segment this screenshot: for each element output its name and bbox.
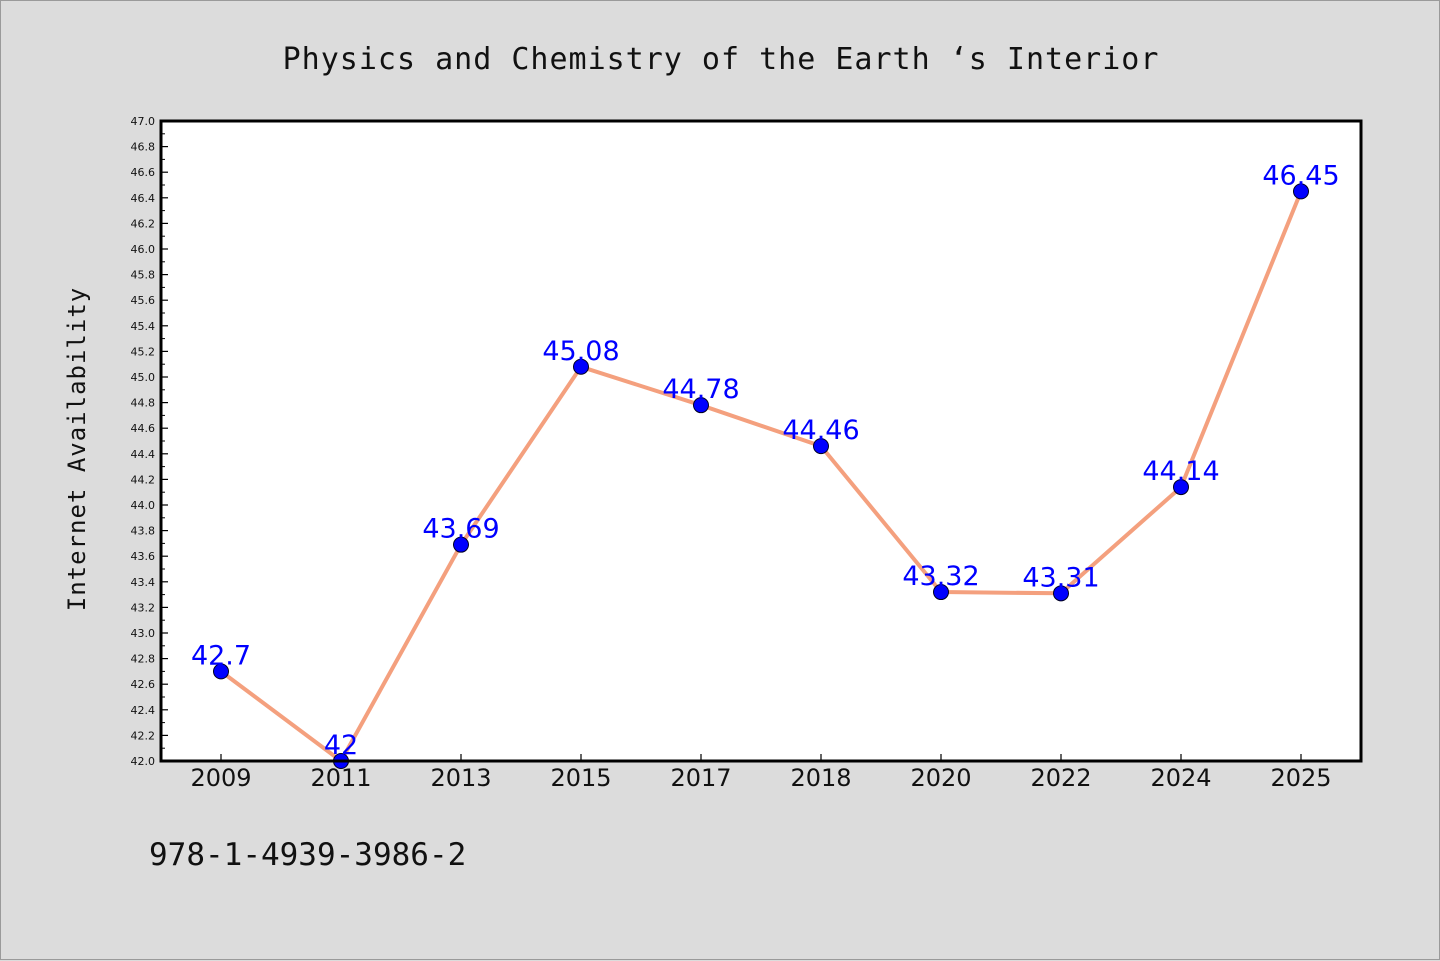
data-point <box>933 584 949 601</box>
y-tick-label: 44.2 <box>131 473 156 486</box>
data-label: 42 <box>324 730 358 761</box>
y-tick-label: 46.0 <box>131 243 156 256</box>
y-tick-label: 47.0 <box>131 115 156 128</box>
data-label: 44.14 <box>1142 456 1219 487</box>
data-point <box>213 663 229 680</box>
x-tick-label: 2017 <box>670 764 731 792</box>
y-axis-ticks: 42.0 42.2 42.4 42.6 42.8 43.0 43.2 43.4 43.6 43.8… <box>131 115 168 768</box>
data-point <box>1053 585 1069 602</box>
data-label: 44.78 <box>662 374 739 405</box>
y-tick-label: 42.2 <box>131 729 156 742</box>
series-line <box>219 190 1303 763</box>
x-tick-label: 2018 <box>790 764 851 792</box>
y-tick-label: 46.2 <box>131 217 156 230</box>
y-tick-label: 44.0 <box>131 499 156 512</box>
y-tick-label: 43.0 <box>131 627 156 640</box>
x-tick-label: 2013 <box>430 764 491 792</box>
y-tick-label: 43.2 <box>131 601 156 614</box>
data-point <box>693 397 709 414</box>
y-tick-label: 42.6 <box>131 678 156 691</box>
y-tick-label: 45.4 <box>131 320 156 333</box>
x-tick-label: 2015 <box>550 764 611 792</box>
y-tick-label: 45.6 <box>131 294 156 307</box>
data-label: 43.31 <box>1022 562 1099 593</box>
data-point <box>1293 183 1309 200</box>
data-point <box>573 358 589 375</box>
data-label: 43.69 <box>422 514 499 545</box>
y-tick-label: 46.8 <box>131 141 156 154</box>
y-tick-label: 45.0 <box>131 371 156 384</box>
footnote: 978-1-4939-3986-2 <box>149 837 466 873</box>
y-tick-label: 46.6 <box>131 166 156 179</box>
chart-title: Physics and Chemistry of the Earth ‘s In… <box>283 42 1160 77</box>
y-tick-label: 45.8 <box>131 269 156 282</box>
y-tick-label: 44.6 <box>131 422 156 435</box>
y-tick-label: 43.4 <box>131 576 156 589</box>
y-tick-label: 43.6 <box>131 550 156 563</box>
data-label: 46.45 <box>1262 160 1339 191</box>
y-tick-label: 43.8 <box>131 525 156 538</box>
data-label: 44.46 <box>782 415 859 446</box>
data-point <box>453 536 469 553</box>
data-point <box>813 438 829 455</box>
x-tick-label: 2022 <box>1030 764 1091 792</box>
y-axis-label: Internet Availability <box>63 287 91 611</box>
data-label: 43.32 <box>902 561 979 592</box>
data-point <box>1173 479 1189 496</box>
x-tick-label: 2024 <box>1150 764 1211 792</box>
data-label: 45.08 <box>542 336 619 367</box>
x-tick-label: 2009 <box>190 764 251 792</box>
x-tick-label: 2025 <box>1270 764 1331 792</box>
y-tick-label: 46.4 <box>131 192 156 205</box>
plot-border <box>159 119 1363 763</box>
y-tick-label: 42.0 <box>131 755 156 768</box>
data-labels: 42.7 42 43.69 45.08 44.78 44.46 43.32 43.31 44.1… <box>191 160 1340 761</box>
y-tick-label: 44.4 <box>131 448 156 461</box>
y-tick-label: 45.2 <box>131 345 156 358</box>
y-tick-label: 44.8 <box>131 397 156 410</box>
data-label: 42.7 <box>191 640 251 671</box>
y-tick-label: 42.8 <box>131 653 156 666</box>
plot-area <box>161 121 1361 761</box>
y-tick-label: 42.4 <box>131 704 156 717</box>
x-tick-label: 2020 <box>910 764 971 792</box>
